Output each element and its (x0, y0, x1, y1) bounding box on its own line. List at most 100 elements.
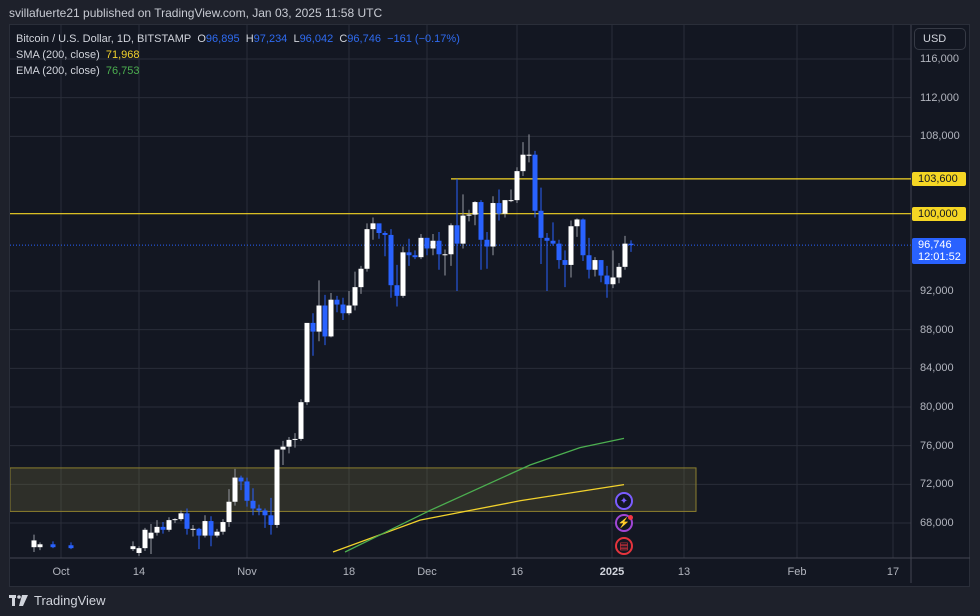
tradingview-logo[interactable]: TradingView (9, 593, 106, 608)
candle-body (406, 252, 412, 256)
candle-body (442, 254, 448, 256)
candle-body (68, 545, 74, 549)
publisher-line: svillafuerte21 published on TradingView.… (9, 6, 383, 20)
candle-body (478, 202, 484, 240)
candle-body (472, 202, 478, 215)
candle-body (178, 513, 184, 520)
candle-body (358, 268, 364, 288)
candle-body (610, 277, 616, 285)
candle-body (502, 200, 508, 214)
candle-body (544, 237, 550, 241)
price-tick-label: 112,000 (920, 91, 959, 104)
change-value: −161 (−0.17%) (387, 33, 460, 45)
candle-body (388, 234, 394, 286)
candle-body (436, 240, 442, 255)
sma-row[interactable]: SMA (200, close) 71,968 (16, 47, 460, 63)
candle-body (376, 223, 382, 234)
candle-body (520, 154, 526, 172)
candle-body (568, 226, 574, 265)
low-label: L (293, 33, 300, 45)
high-label: H (245, 33, 254, 45)
candle-body (250, 500, 256, 509)
bar-countdown: 12:01:52 (918, 251, 961, 264)
candle-body (280, 446, 286, 450)
candle-body (418, 237, 424, 258)
ema-label: EMA (200, close) (16, 65, 100, 77)
price-tick-label: 108,000 (920, 130, 960, 143)
candle-body (316, 305, 322, 332)
candle-body (196, 528, 202, 536)
plot-area (10, 134, 911, 556)
candle-body (628, 243, 634, 246)
time-tick-label: 18 (342, 566, 356, 578)
candle-body (370, 223, 376, 230)
support-zone (10, 467, 697, 512)
candle-body (172, 519, 178, 521)
symbol-label[interactable]: Bitcoin / U.S. Dollar, 1D, BITSTAMP (16, 33, 192, 45)
chart-frame[interactable] (9, 24, 970, 587)
time-tick-label: 16 (510, 566, 524, 578)
candle-body (160, 526, 166, 530)
tradingview-logo-icon (9, 594, 28, 606)
tradingview-brand: TradingView (34, 593, 106, 608)
candle-body (37, 544, 43, 548)
level-price-tag: 100,000 (912, 206, 966, 221)
candle-body (50, 544, 56, 548)
time-tick-label: 2025 (599, 566, 625, 578)
candle-body (142, 529, 148, 549)
open-label: O (197, 33, 206, 45)
candle-body (460, 215, 466, 244)
candle-body (430, 240, 436, 249)
time-tick-label: 14 (132, 566, 146, 578)
currency-button[interactable]: USD (914, 28, 966, 50)
candle-body (412, 255, 418, 258)
time-tick-label: Oct (52, 566, 70, 578)
candle-body (490, 203, 496, 247)
candle-body (298, 402, 304, 439)
candle-body (448, 225, 454, 255)
us-flag-icon[interactable]: ▤ (615, 537, 633, 555)
ai-sparkle-icon[interactable]: ✦ (615, 492, 633, 510)
candle-body (244, 481, 250, 501)
candle-body (226, 501, 232, 523)
candle-body (598, 260, 604, 276)
candle-body (334, 299, 340, 305)
candle-body (616, 266, 622, 278)
notification-dot (628, 515, 633, 520)
candle-body (466, 214, 472, 216)
ema-row[interactable]: EMA (200, close) 76,753 (16, 63, 460, 79)
candle-body (550, 240, 556, 244)
candle-body (262, 510, 268, 516)
candle-body (382, 233, 388, 235)
price-tick-label: 80,000 (920, 401, 954, 413)
candle-body (364, 229, 370, 269)
level-price-tag: 103,600 (912, 171, 966, 186)
candle-body (454, 225, 460, 244)
candle-body (148, 532, 154, 539)
price-tick-label: 92,000 (920, 285, 954, 297)
close-label: C (339, 33, 348, 45)
candle-body (130, 546, 136, 550)
ohlc-row: Bitcoin / U.S. Dollar, 1D, BITSTAMP O96,… (16, 31, 460, 47)
candle-body (256, 508, 262, 511)
candle-body (190, 528, 196, 530)
candle-body (292, 438, 298, 440)
price-tick-label: 72,000 (920, 478, 954, 491)
candle-body (352, 287, 358, 306)
last-price-value: 96,746 (918, 239, 952, 252)
open-value: 96,895 (205, 33, 240, 45)
candle-body (328, 299, 334, 337)
candle-body (496, 203, 502, 214)
candle-body (232, 477, 238, 502)
candle-body (310, 322, 316, 332)
candle-body (340, 304, 346, 314)
candle-body (526, 154, 532, 156)
candle-body (166, 520, 172, 530)
candle-body (604, 275, 610, 285)
time-tick-label: 13 (677, 566, 691, 578)
candle-body (202, 521, 208, 536)
candle-body (394, 285, 400, 296)
candle-body (424, 237, 430, 249)
time-tick-label: Feb (787, 566, 807, 578)
